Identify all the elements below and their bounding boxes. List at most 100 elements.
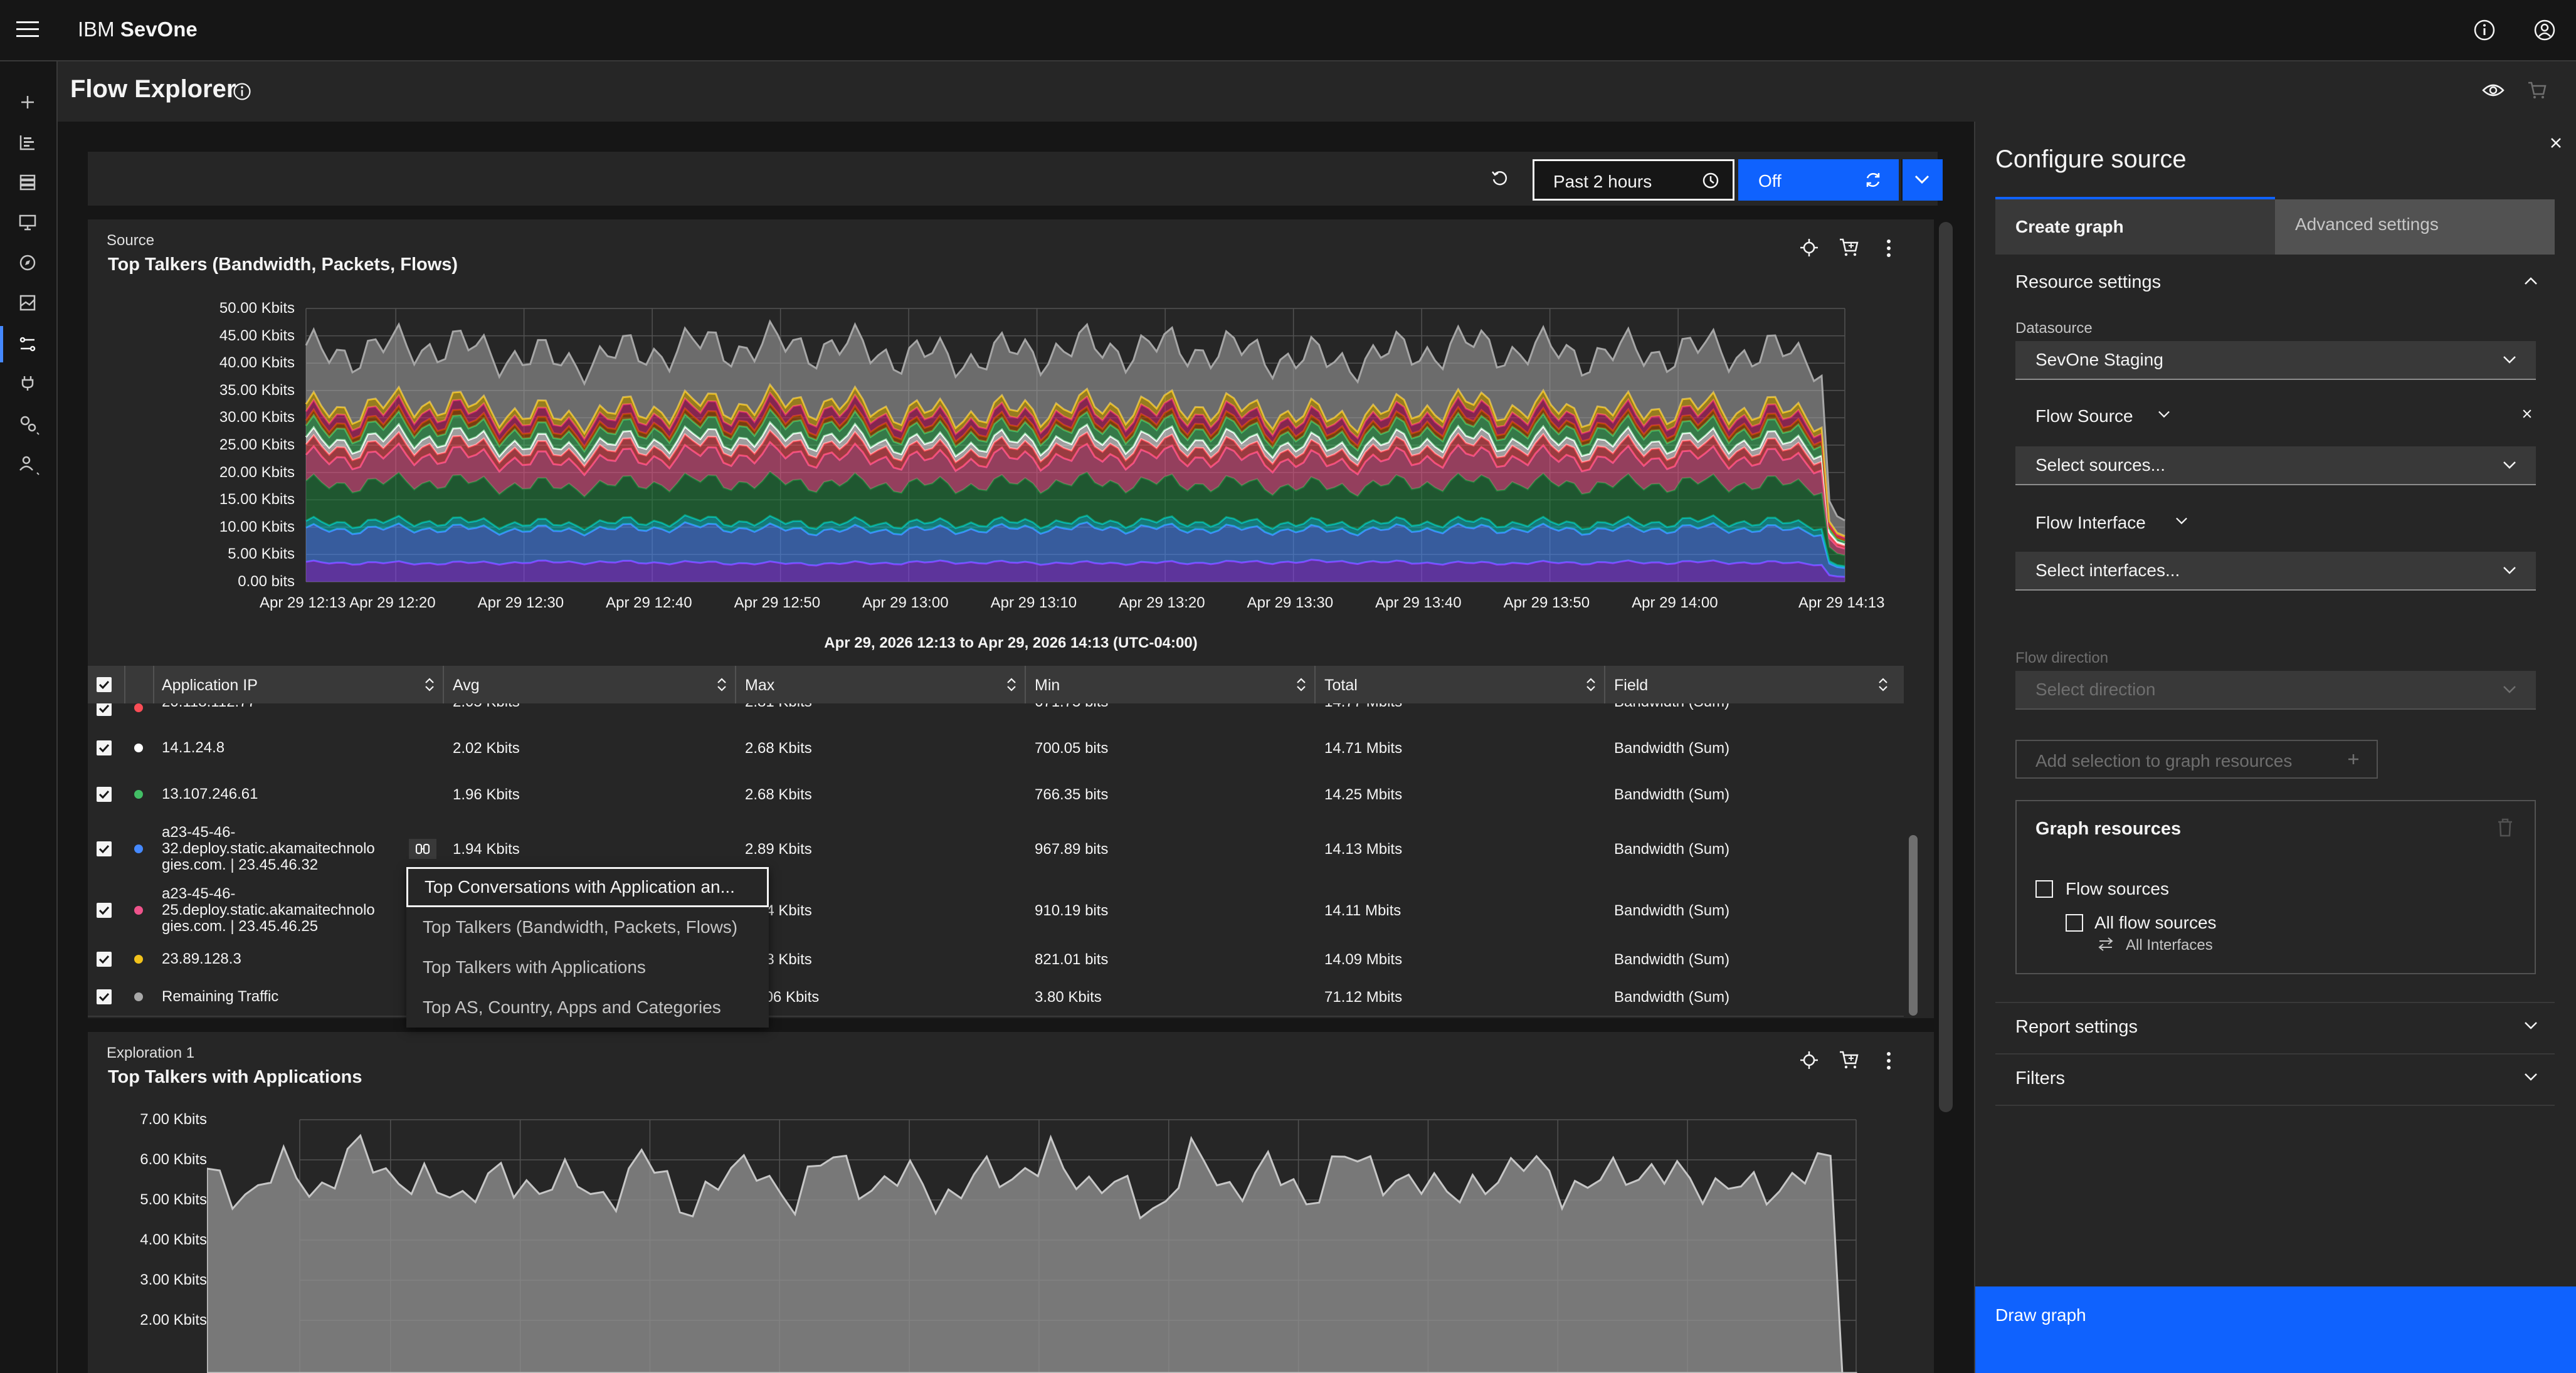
chart2-plot[interactable] (207, 1113, 1864, 1373)
cell-application-ip: 14.1.24.8 (162, 740, 400, 756)
table-row[interactable]: 23.89.128.3 2.43 Kbits 821.01 bits 14.09 Mb… (88, 940, 1904, 979)
table-row[interactable]: Remaining Traffic 11.06 Kbits 3.80 Kbits 71… (88, 978, 1904, 1017)
select-all-checkbox[interactable] (97, 677, 112, 692)
chevron-up-icon[interactable] (2523, 275, 2538, 287)
add-icon[interactable] (18, 93, 37, 112)
sort-icon[interactable] (1296, 676, 1307, 693)
chevron-down-icon[interactable] (2175, 515, 2188, 527)
flow-interface-label[interactable]: Flow Interface (2035, 513, 2146, 532)
sort-icon[interactable] (424, 676, 435, 693)
reset-icon[interactable] (1490, 168, 1510, 188)
series-area[interactable] (306, 321, 1845, 536)
devices-icon[interactable] (18, 213, 37, 232)
table-row[interactable]: 14.1.24.8 2.02 Kbits 2.68 Kbits 700.05 bits… (88, 725, 1904, 772)
plugin-icon[interactable] (18, 374, 37, 392)
resource-settings-heading[interactable]: Resource settings (2015, 272, 2162, 292)
datasource-value: SevOne Staging (2035, 350, 2163, 369)
table-row[interactable]: 20.118.112.77 2.05 Kbits 2.81 Kbits 671.75 … (88, 703, 1904, 726)
remove-icon[interactable] (2521, 408, 2533, 420)
row-checkbox[interactable] (97, 787, 112, 802)
chevron-down-icon[interactable] (2523, 1019, 2538, 1032)
app-header: IBM SevOne (0, 0, 2576, 61)
table-row[interactable]: a23-45-46- 25.deploy.static.akamaitechnol… (88, 880, 1904, 942)
flow-source-select[interactable]: Select sources... (2015, 446, 2536, 485)
col-application-ip[interactable]: Application IP (162, 676, 258, 694)
all-flow-sources-checkbox[interactable] (2066, 914, 2083, 932)
chevron-down-icon[interactable] (2157, 409, 2171, 420)
datasource-select[interactable]: SevOne Staging (2015, 341, 2536, 380)
y-tick-label: 45.00 Kbits (219, 327, 295, 344)
row-checkbox[interactable] (97, 841, 112, 856)
add-to-cart-icon[interactable] (1839, 237, 1860, 258)
info-icon[interactable] (2473, 19, 2496, 41)
menu-item-top-as-country[interactable]: Top AS, Country, Apps and Categories (423, 997, 721, 1017)
tab-create-graph[interactable]: Create graph (1995, 197, 2275, 255)
view-icon[interactable] (2482, 80, 2505, 100)
refresh-dropdown-button[interactable] (1901, 159, 1943, 201)
menu-item-top-conversations[interactable]: Top Conversations with Application an... (406, 867, 769, 907)
table-scrollbar[interactable] (1906, 703, 1920, 1017)
sort-icon[interactable] (1877, 676, 1889, 693)
arrows-icon (2098, 937, 2113, 951)
table-row[interactable]: a23-45-46- 32.deploy.static.akamaitechnol… (88, 818, 1904, 881)
time-range-button[interactable]: Past 2 hours (1533, 159, 1734, 201)
flow-interface-select[interactable]: Select interfaces... (2015, 552, 2536, 591)
auto-refresh-button[interactable]: Off (1738, 159, 1899, 201)
menu-icon[interactable] (16, 20, 39, 39)
users-icon[interactable] (18, 454, 40, 475)
chevron-down-icon[interactable] (2523, 1071, 2538, 1083)
report-settings-heading[interactable]: Report settings (2015, 1017, 2138, 1037)
cart-icon[interactable] (2527, 80, 2547, 100)
x-tick-label: Apr 29 13:00 (862, 594, 949, 611)
chart1-x-axis: Apr 29 12:13 Apr 29 12:20 Apr 29 12:30 Apr … (88, 594, 1934, 619)
row-checkbox[interactable] (97, 740, 112, 755)
col-total[interactable]: Total (1324, 676, 1358, 694)
series-area[interactable] (306, 522, 1845, 577)
series-area[interactable] (207, 1134, 1857, 1373)
col-min[interactable]: Min (1035, 676, 1060, 694)
series-area[interactable] (306, 442, 1845, 555)
cell-ip: 20.118.112.77 (162, 703, 256, 711)
data-icon[interactable] (18, 173, 37, 192)
row-checkbox[interactable] (97, 903, 112, 918)
sort-icon[interactable] (716, 676, 727, 693)
add-to-cart-icon[interactable] (1839, 1049, 1860, 1071)
tab-advanced-settings[interactable]: Advanced settings (2275, 199, 2555, 255)
flow-source-label[interactable]: Flow Source (2035, 406, 2133, 426)
chart1-plot[interactable] (218, 301, 1864, 589)
y-tick-label: 5.00 Kbits (228, 545, 295, 563)
menu-item-top-talkers[interactable]: Top Talkers (Bandwidth, Packets, Flows) (423, 917, 738, 937)
settings-icon[interactable] (18, 414, 40, 435)
user-avatar-icon[interactable] (2533, 19, 2556, 41)
draw-graph-button[interactable]: Draw graph (1975, 1286, 2576, 1373)
series-area[interactable] (306, 471, 1845, 567)
link-icon[interactable] (409, 839, 436, 859)
overflow-menu-icon[interactable] (1885, 238, 1892, 258)
flow-icon[interactable] (0, 326, 56, 362)
chevron-down-icon (2503, 356, 2516, 364)
sort-icon[interactable] (1006, 676, 1017, 693)
filters-heading[interactable]: Filters (2015, 1068, 2065, 1088)
explore-icon[interactable] (18, 253, 37, 272)
app-brand[interactable]: IBM SevOne (78, 18, 198, 41)
col-field[interactable]: Field (1614, 676, 1649, 694)
series-area[interactable] (306, 515, 1845, 568)
close-icon[interactable] (2548, 135, 2563, 150)
col-avg[interactable]: Avg (453, 676, 480, 694)
series-area[interactable] (306, 559, 1845, 582)
row-checkbox[interactable] (97, 703, 112, 716)
row-checkbox[interactable] (97, 989, 112, 1004)
col-max[interactable]: Max (745, 676, 775, 694)
row-checkbox[interactable] (97, 952, 112, 967)
topology-icon[interactable] (18, 293, 37, 312)
main-scrollbar[interactable] (1939, 222, 1953, 1112)
flow-sources-checkbox[interactable] (2035, 880, 2053, 898)
overflow-menu-icon[interactable] (1885, 1051, 1892, 1071)
drill-icon[interactable] (1798, 1049, 1820, 1071)
menu-item-top-talkers-apps[interactable]: Top Talkers with Applications (423, 957, 646, 977)
page-info-icon[interactable] (232, 82, 252, 102)
sort-icon[interactable] (1585, 676, 1597, 693)
table-row[interactable]: 13.107.246.61 1.96 Kbits 2.68 Kbits 766.35 … (88, 771, 1904, 819)
drill-icon[interactable] (1798, 237, 1820, 258)
reports-icon[interactable] (18, 133, 37, 152)
